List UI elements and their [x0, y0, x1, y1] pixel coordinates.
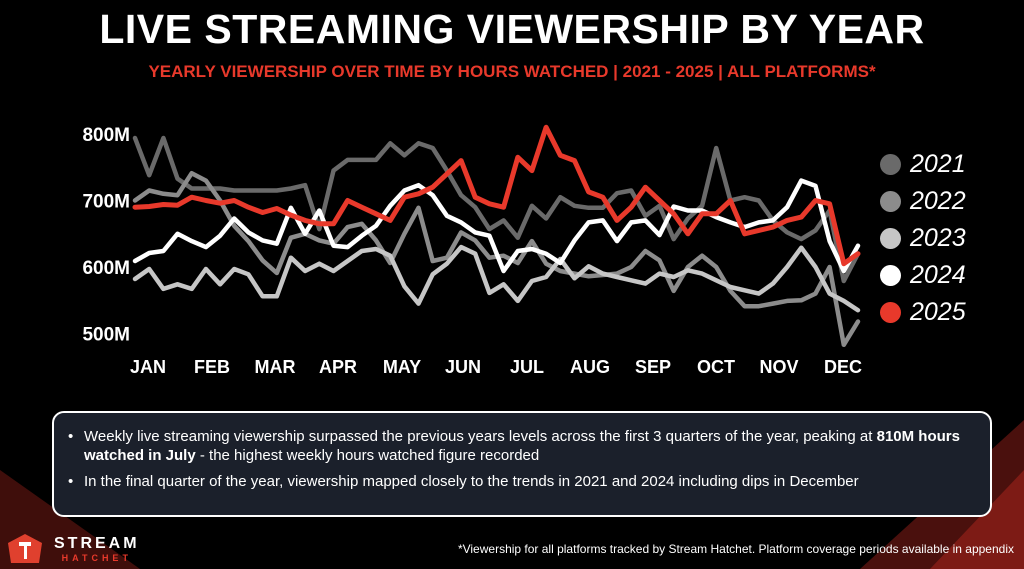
legend-label: 2023 [910, 224, 966, 252]
x-tick-label: MAY [383, 357, 421, 377]
series-line-2023 [132, 244, 861, 313]
x-tick-label: APR [319, 357, 357, 377]
y-tick-label: 600M [82, 258, 130, 279]
x-tick-label: FEB [194, 357, 230, 377]
x-tick-label: MAR [255, 357, 296, 377]
hatchet-icon [8, 534, 42, 563]
legend-item-2021: 2021 [880, 146, 966, 183]
legend-label: 2021 [910, 150, 966, 178]
y-tick-label: 500M [82, 325, 130, 346]
y-tick-label: 700M [82, 192, 130, 213]
logo-subtext: HATCHET [61, 553, 132, 563]
x-tick-label: NOV [759, 357, 798, 377]
y-tick-label: 800M [82, 125, 130, 146]
insight-bullet-1: • Weekly live streaming viewership surpa… [68, 427, 970, 465]
page-title: LIVE STREAMING VIEWERSHIP BY YEAR [99, 6, 925, 52]
insight-highlight: 810M hours watched in July [84, 428, 960, 464]
bullet-marker: • [68, 428, 74, 445]
legend-swatch [880, 302, 901, 323]
x-tick-label: JUL [510, 357, 544, 377]
x-tick-label: JUN [445, 357, 481, 377]
logo-wordmark: STREAM [54, 535, 140, 552]
legend-label: 2022 [910, 187, 966, 215]
footnote: *Viewership for all platforms tracked by… [457, 542, 1014, 556]
insight-text: - the highest weekly hours watched figur… [195, 447, 540, 464]
legend-label: 2024 [910, 261, 966, 289]
chart-legend: 2021 2022 2023 2024 2025 [880, 146, 966, 331]
insight-text: Weekly live streaming viewership surpass… [84, 428, 877, 445]
legend-swatch [880, 265, 901, 286]
stream-hatchet-logo: STREAM HATCHET [6, 533, 140, 567]
legend-item-2023: 2023 [880, 220, 966, 257]
series-line-2025 [132, 124, 861, 267]
x-tick-label: OCT [697, 357, 735, 377]
x-tick-label: AUG [570, 357, 610, 377]
legend-swatch [880, 228, 901, 249]
insight-text: In the final quarter of the year, viewer… [84, 473, 859, 490]
insight-bullet-2: • In the final quarter of the year, view… [68, 472, 970, 491]
legend-swatch [880, 191, 901, 212]
x-tick-label: DEC [824, 357, 862, 377]
legend-item-2025: 2025 [880, 294, 966, 331]
page-subtitle: YEARLY VIEWERSHIP OVER TIME BY HOURS WAT… [148, 62, 876, 81]
legend-label: 2025 [910, 298, 966, 326]
insights-panel: • Weekly live streaming viewership surpa… [52, 411, 992, 517]
legend-item-2024: 2024 [880, 257, 966, 294]
x-tick-label: SEP [635, 357, 671, 377]
line-chart: 800M 700M 600M 500M JAN FEB MAR APR MAY JUN JUL AU… [82, 124, 862, 377]
legend-item-2022: 2022 [880, 183, 966, 220]
legend-swatch [880, 154, 901, 175]
x-tick-label: JAN [130, 357, 166, 377]
series-line-2024 [132, 178, 861, 274]
bullet-marker: • [68, 473, 74, 490]
series-line-2021 [132, 135, 861, 284]
